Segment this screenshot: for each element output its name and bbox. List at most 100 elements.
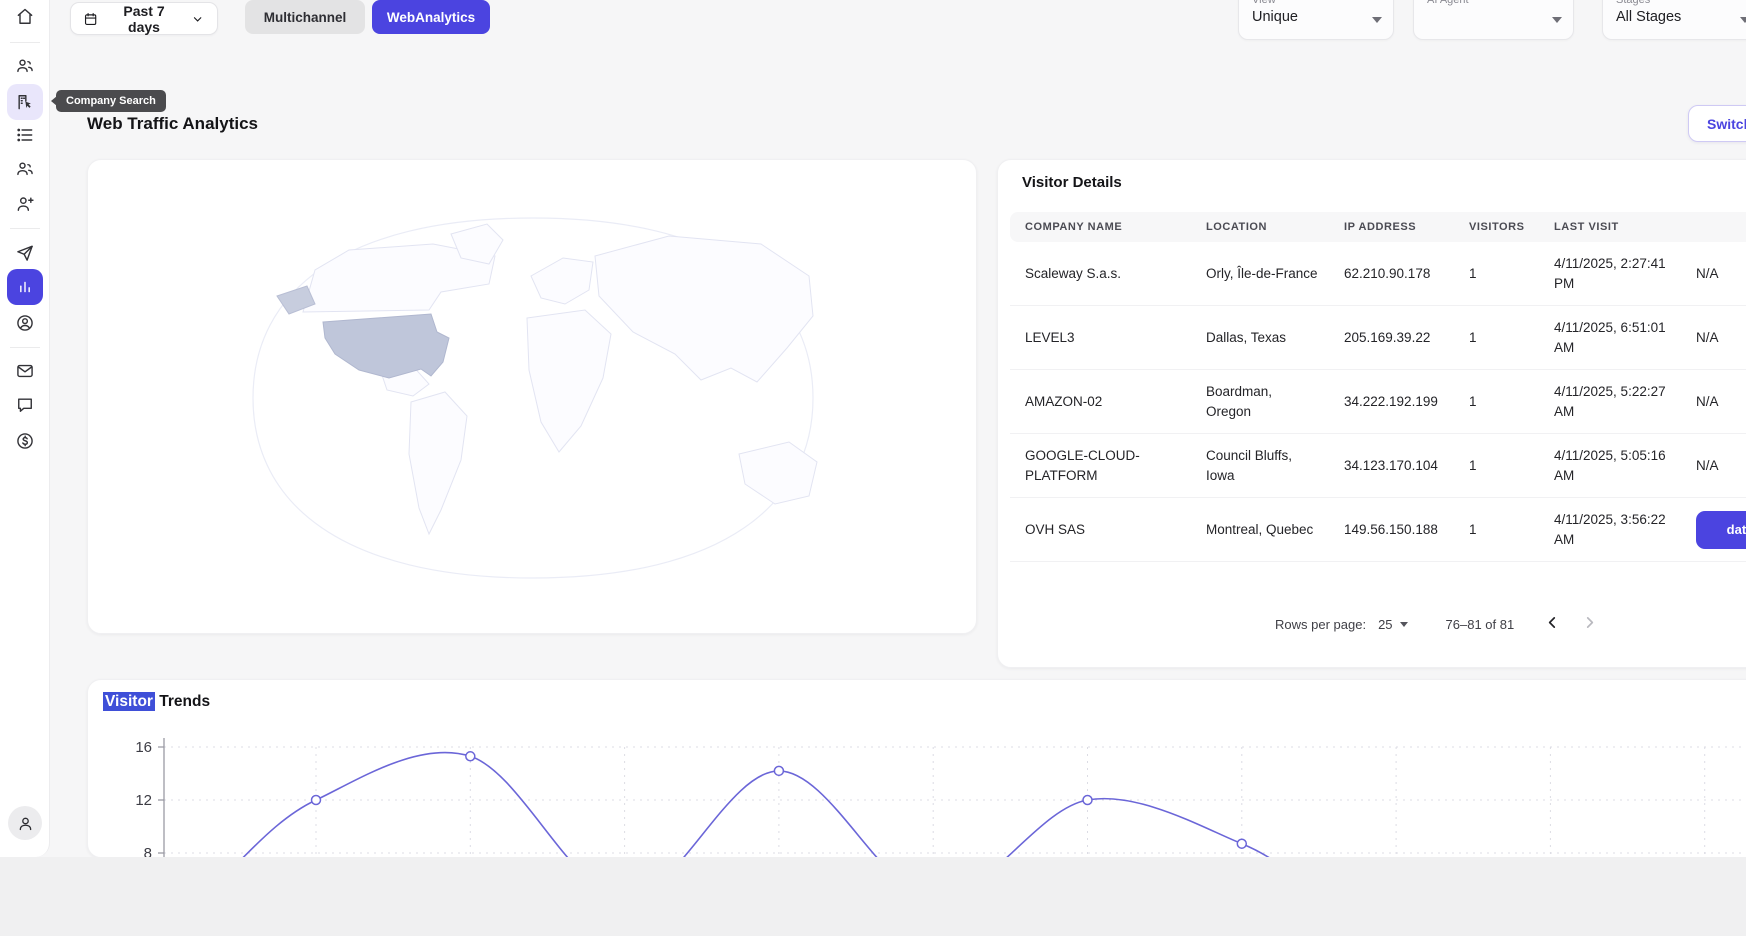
cell-ip: 34.123.170.104 (1344, 446, 1469, 486)
profile-avatar[interactable] (8, 806, 42, 840)
table-body: Scaleway S.a.s.Orly, Île-de-France62.210… (1010, 242, 1746, 562)
cell-company: LEVEL3 (1025, 318, 1206, 358)
home-icon[interactable] (7, 0, 43, 35)
sidebar (0, 0, 50, 857)
cell-last-visit: 4/11/2025, 3:56:22 AM (1554, 500, 1696, 559)
col-location: LOCATION (1206, 221, 1344, 233)
datap-button[interactable]: datap (1696, 511, 1746, 549)
cell-visitors: 1 (1469, 318, 1554, 358)
visitor-details-table: COMPANY NAME LOCATION IP ADDRESS VISITOR… (1010, 212, 1746, 562)
switch-button[interactable]: Switch (1688, 105, 1746, 142)
cell-ip: 205.169.39.22 (1344, 318, 1469, 358)
sidebar-divider (10, 228, 40, 229)
pagination-range: 76–81 of 81 (1446, 617, 1515, 632)
cell-last-visit: 4/11/2025, 6:51:01 AM (1554, 308, 1696, 367)
col-company-name: COMPANY NAME (1025, 221, 1206, 233)
cell-location: Dallas, Texas (1206, 318, 1344, 358)
billing-icon[interactable] (7, 423, 43, 459)
cell-company: AMAZON-02 (1025, 382, 1206, 422)
table-row: LEVEL3Dallas, Texas205.169.39.2214/11/20… (1010, 306, 1746, 370)
cell-ip: 34.222.192.199 (1344, 382, 1469, 422)
chevron-down-icon (190, 11, 205, 27)
page-title: Web Traffic Analytics (87, 114, 258, 134)
cell-company: OVH SAS (1025, 510, 1206, 550)
stages-select-label: Stages (1616, 0, 1746, 6)
cell-last-visit: 4/11/2025, 2:27:41 PM (1554, 244, 1696, 303)
cell-company: GOOGLE-CLOUD-PLATFORM (1025, 436, 1206, 495)
svg-text:12: 12 (135, 792, 152, 809)
caret-down-icon (1372, 17, 1382, 23)
analytics-icon[interactable] (7, 269, 43, 305)
cell-visitors: 1 (1469, 382, 1554, 422)
company-search-icon[interactable] (7, 84, 43, 120)
stages-select[interactable]: Stages All Stages (1602, 0, 1746, 40)
view-select-label: View (1252, 0, 1381, 6)
rows-per-page-select[interactable]: 25 (1378, 617, 1407, 632)
cell-extra: N/A (1696, 254, 1746, 294)
users-icon[interactable] (7, 48, 43, 84)
tooltip-arrow (51, 96, 57, 106)
caret-down-icon (1740, 17, 1746, 23)
cell-ip: 149.56.150.188 (1344, 510, 1469, 550)
cell-location: Council Bluffs, Iowa (1206, 436, 1344, 495)
cell-visitors: 1 (1469, 446, 1554, 486)
ai-agent-select-label: AI Agent (1427, 0, 1561, 6)
view-select[interactable]: View Unique (1238, 0, 1394, 40)
selected-text: Visitor (103, 692, 155, 711)
pagination: Rows per page: 25 76–81 of 81 (1275, 608, 1598, 640)
table-header-row: COMPANY NAME LOCATION IP ADDRESS VISITOR… (1010, 212, 1746, 242)
calendar-icon (83, 11, 98, 27)
cell-visitors: 1 (1469, 254, 1554, 294)
stages-select-value: All Stages (1616, 9, 1746, 25)
sidebar-divider (10, 347, 40, 348)
user-plus-icon[interactable] (7, 186, 43, 222)
cell-visitors: 1 (1469, 510, 1554, 550)
mail-icon[interactable] (7, 353, 43, 389)
cell-last-visit: 4/11/2025, 5:22:27 AM (1554, 372, 1696, 431)
col-last-visit: LAST VISIT (1554, 221, 1696, 233)
date-range-label: Past 7 days (107, 3, 180, 35)
date-range-picker[interactable]: Past 7 days (70, 2, 218, 35)
contacts-icon[interactable] (7, 151, 43, 187)
svg-text:16: 16 (135, 739, 152, 756)
sidebar-divider (10, 42, 40, 43)
list-icon[interactable] (7, 117, 43, 153)
cell-company: Scaleway S.a.s. (1025, 254, 1206, 294)
cell-extra: datap (1696, 501, 1746, 559)
cell-extra: N/A (1696, 318, 1746, 358)
cell-extra: N/A (1696, 446, 1746, 486)
table-row: Scaleway S.a.s.Orly, Île-de-France62.210… (1010, 242, 1746, 306)
tab-multichannel[interactable]: Multichannel (245, 0, 365, 34)
tab-webanalytics[interactable]: WebAnalytics (372, 0, 490, 34)
world-map (183, 192, 883, 604)
previous-page-button[interactable] (1544, 614, 1561, 634)
rows-per-page-label: Rows per page: (1275, 617, 1366, 632)
col-visitors: VISITORS (1469, 221, 1554, 233)
cell-location: Montreal, Quebec (1206, 510, 1344, 550)
user-circle-icon[interactable] (7, 305, 43, 341)
caret-down-icon (1552, 17, 1562, 23)
table-row: OVH SASMontreal, Quebec149.56.150.18814/… (1010, 498, 1746, 562)
view-select-value: Unique (1252, 9, 1381, 25)
table-row: GOOGLE-CLOUD-PLATFORMCouncil Bluffs, Iow… (1010, 434, 1746, 498)
next-page-button[interactable] (1581, 614, 1598, 634)
visitor-details-card: Visitor Details COMPANY NAME LOCATION IP… (997, 159, 1746, 668)
visitor-trends-chart: 16128 (88, 680, 1746, 858)
table-row: AMAZON-02Boardman, Oregon34.222.192.1991… (1010, 370, 1746, 434)
page-bottom-band (0, 857, 1746, 936)
ai-agent-select[interactable]: AI Agent (1413, 0, 1574, 40)
visitor-trends-card: Visitor Trends 16128 (87, 679, 1746, 858)
cell-location: Orly, Île-de-France (1206, 254, 1344, 294)
cell-last-visit: 4/11/2025, 5:05:16 AM (1554, 436, 1696, 495)
world-map-card (87, 159, 977, 634)
caret-down-icon (1400, 622, 1408, 627)
company-search-tooltip: Company Search (56, 90, 166, 112)
cell-ip: 62.210.90.178 (1344, 254, 1469, 294)
send-icon[interactable] (7, 235, 43, 271)
cell-extra: N/A (1696, 382, 1746, 422)
col-ip-address: IP ADDRESS (1344, 221, 1469, 233)
visitor-details-title: Visitor Details (1022, 174, 1122, 191)
chat-icon[interactable] (7, 387, 43, 423)
visitor-trends-title: Visitor Trends (103, 693, 210, 711)
cell-location: Boardman, Oregon (1206, 372, 1344, 431)
